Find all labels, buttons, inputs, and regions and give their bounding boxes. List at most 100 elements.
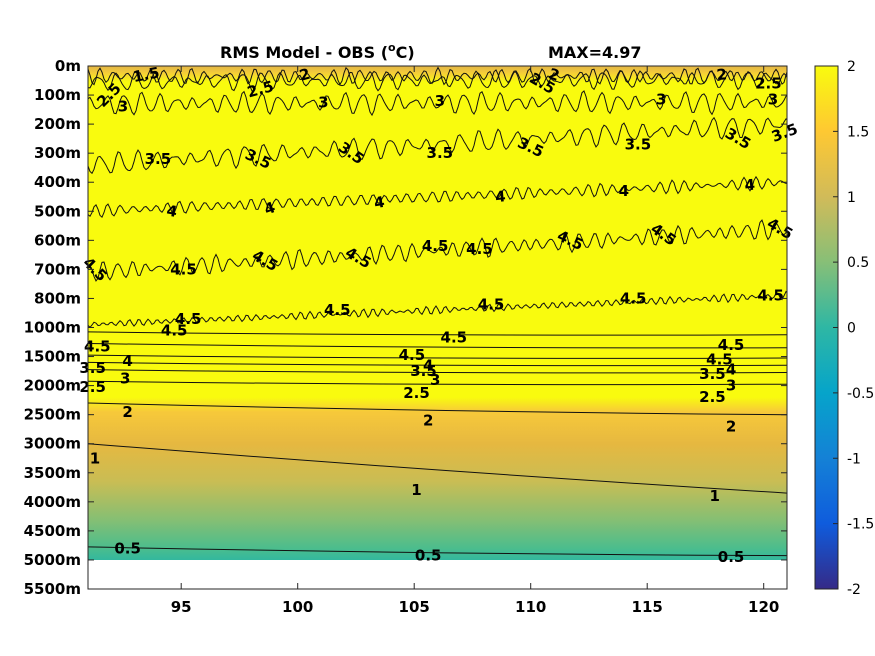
contour-lines — [88, 66, 787, 557]
contour-line — [88, 546, 787, 557]
contour-label: 3 — [435, 92, 445, 110]
y-tick-label: 600m — [34, 231, 81, 249]
colorbar-tick-label: 0 — [847, 321, 856, 337]
contour-label: 4.5 — [757, 287, 784, 305]
contour-label: 1 — [710, 487, 720, 505]
y-tick-label: 300m — [34, 144, 81, 162]
contour-line — [88, 354, 787, 359]
contour-line — [88, 361, 787, 367]
colorbar: 2 1.5 1 0.5 0 -0.5 -1 -1.5 -2 — [814, 59, 874, 598]
colorbar-tick-label: 1 — [847, 190, 856, 206]
contour-label: 2 — [716, 65, 728, 84]
contour-label: 4 — [165, 202, 178, 222]
contour-label: 4.5 — [399, 346, 426, 364]
contour-label: 2 — [423, 411, 433, 429]
contour-label: 3.5 — [427, 144, 454, 162]
contour-line — [88, 175, 787, 219]
y-tick-label: 1500m — [24, 348, 81, 366]
y-tick-label: 2500m — [24, 406, 81, 424]
contour-label: 4.5 — [706, 350, 733, 368]
y-tick-label: 4500m — [24, 522, 81, 540]
contour-label: 3 — [656, 90, 666, 108]
y-tick-label: 700m — [34, 260, 81, 278]
plot-area: 1.5 2 2 22.5 2.5 2.52.5 3 3 3 333.5 3.5 3.5 3.5 3.5 3.… — [79, 64, 800, 590]
contour-label: 4 — [619, 182, 629, 200]
contour-label: 4.5 — [466, 240, 493, 258]
y-tick-label: 100m — [34, 86, 81, 104]
x-tick-label: 115 — [632, 598, 663, 616]
contour-label: 1.5 — [132, 64, 161, 86]
x-tick-label: 95 — [171, 598, 192, 616]
contour-label: 4 — [744, 176, 756, 195]
contour-label: 4.5 — [620, 289, 647, 307]
chart-title: RMS Model - OBS (oC) — [220, 41, 415, 62]
contour-label: 4.5 — [324, 301, 351, 319]
contour-label: 1 — [411, 481, 421, 499]
y-tick-label: 3000m — [24, 435, 81, 453]
contour-line — [88, 369, 787, 374]
y-tick-label: 1000m — [24, 319, 81, 337]
contour-label: 4 — [726, 361, 736, 379]
contour-line — [88, 66, 787, 86]
contour-label: 3.5 — [699, 365, 726, 383]
colorbar-tick-label: 2 — [847, 59, 856, 75]
contour-line — [88, 380, 787, 386]
contour-line — [88, 331, 787, 336]
contour-label: 4.5 — [422, 237, 449, 255]
y-tick-label: 400m — [34, 173, 81, 191]
contour-label: 3.5 — [625, 135, 652, 153]
x-tick-label: 105 — [399, 598, 430, 616]
contour-line — [88, 69, 787, 92]
contour-label: 2.5 — [755, 74, 782, 92]
contour-label: 4.5 — [175, 310, 202, 328]
contour-label: 3 — [118, 98, 128, 116]
y-tick-label: 800m — [34, 289, 81, 307]
contour-line — [88, 443, 787, 494]
contour-label: 4 — [494, 187, 506, 206]
contour-label: 3.5 — [145, 150, 172, 168]
colorbar-tick-label: -1.5 — [847, 517, 874, 533]
contour-line — [88, 290, 787, 329]
contour-label: 2 — [726, 417, 736, 435]
contour-label: 3.5 — [79, 359, 106, 377]
contour-label: 0.5 — [718, 548, 745, 566]
contour-label: 3 — [726, 377, 736, 395]
contour-label: 0.5 — [114, 539, 141, 557]
rms-field — [88, 66, 787, 560]
contour-label: 1 — [90, 449, 100, 467]
colorbar-tick-label: -0.5 — [847, 386, 874, 402]
contour-label: 2.5 — [79, 378, 106, 396]
contour-label: 3 — [430, 371, 440, 389]
colorbar-tick-label: 1.5 — [847, 124, 869, 140]
contour-label: 2.5 — [699, 388, 726, 406]
x-tick-label: 120 — [748, 598, 779, 616]
contour-label: 4 — [423, 356, 433, 374]
contour-label: 3 — [120, 369, 130, 387]
contour-label: 2.5 — [403, 384, 430, 402]
contour-label: 4 — [122, 352, 132, 370]
y-tick-label: 0m — [55, 57, 81, 75]
contour-label: 2 — [297, 65, 312, 85]
y-tick-label: 200m — [34, 115, 81, 133]
x-tick-label: 100 — [282, 598, 313, 616]
colorbar-tick-label: -1 — [847, 451, 861, 467]
contour-label: 3 — [318, 93, 328, 111]
y-tick-label: 2000m — [24, 377, 81, 395]
contour-label: 4.5 — [161, 321, 188, 339]
y-tick-label: 5500m — [24, 580, 81, 598]
contour-line — [88, 343, 787, 349]
x-tick-label: 110 — [515, 598, 546, 616]
contour-label: 4.5 — [718, 336, 745, 354]
contour-label: 0.5 — [415, 547, 442, 565]
contour-label: 4.5 — [478, 295, 505, 313]
y-tick-label: 500m — [34, 202, 81, 220]
y-tick-label: 4000m — [24, 493, 81, 511]
contour-line — [88, 116, 787, 175]
contour-line — [88, 402, 787, 416]
contour-label: 3.5 — [410, 362, 437, 380]
contour-label: 4.5 — [170, 260, 197, 278]
contour-label: 4.5 — [441, 329, 468, 347]
contour-label: 4.5 — [84, 337, 111, 355]
contour-label: 4 — [373, 193, 386, 213]
